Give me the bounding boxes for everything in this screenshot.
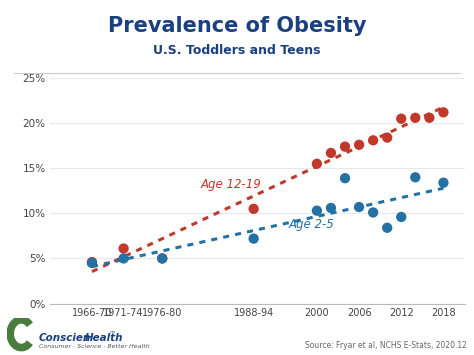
Point	[356, 142, 363, 148]
Point	[369, 137, 377, 143]
Point	[120, 256, 128, 261]
Point	[383, 135, 391, 141]
Point	[341, 144, 349, 149]
Text: Age 2-5: Age 2-5	[289, 218, 335, 231]
Point	[383, 225, 391, 231]
Point	[341, 175, 349, 181]
Point	[313, 161, 321, 166]
Text: U.S. Toddlers and Teens: U.S. Toddlers and Teens	[153, 44, 321, 58]
Text: Prevalence of Obesity: Prevalence of Obesity	[108, 16, 366, 36]
Point	[356, 204, 363, 210]
Point	[120, 246, 128, 251]
Point	[440, 180, 447, 186]
Point	[158, 256, 166, 261]
Text: ™: ™	[109, 330, 116, 336]
Text: Age 12-19: Age 12-19	[201, 178, 262, 191]
Point	[158, 256, 166, 261]
Point	[88, 259, 96, 265]
Point	[327, 205, 335, 211]
Text: Source: Fryar et al, NCHS E-Stats, 2020.12: Source: Fryar et al, NCHS E-Stats, 2020.…	[305, 340, 467, 350]
Point	[411, 115, 419, 121]
Point	[398, 214, 405, 220]
Point	[411, 174, 419, 180]
Point	[369, 209, 377, 215]
Point	[426, 115, 433, 121]
Point	[250, 236, 257, 241]
Point	[398, 116, 405, 121]
Point	[88, 260, 96, 266]
Point	[313, 208, 321, 213]
Text: Consumer · Science · Better Health: Consumer · Science · Better Health	[39, 344, 150, 349]
Point	[327, 150, 335, 156]
Point	[250, 206, 257, 212]
Text: Health: Health	[84, 333, 123, 343]
Text: Conscien: Conscien	[39, 333, 91, 343]
Point	[440, 110, 447, 115]
